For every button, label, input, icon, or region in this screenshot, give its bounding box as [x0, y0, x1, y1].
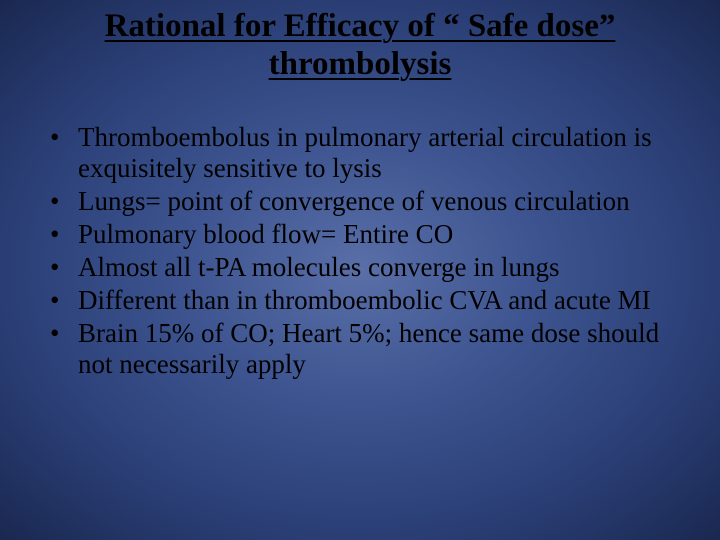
bullet-item: Almost all t-PA molecules converge in lu… — [50, 252, 680, 283]
bullet-list: Thromboembolus in pulmonary arterial cir… — [40, 122, 680, 380]
slide-title: Rational for Efficacy of “ Safe dose” th… — [40, 8, 680, 84]
bullet-item: Thromboembolus in pulmonary arterial cir… — [50, 122, 680, 184]
slide: Rational for Efficacy of “ Safe dose” th… — [0, 0, 720, 540]
bullet-item: Lungs= point of convergence of venous ci… — [50, 186, 680, 217]
bullet-item: Different than in thromboembolic CVA and… — [50, 285, 680, 316]
bullet-item: Pulmonary blood flow= Entire CO — [50, 219, 680, 250]
bullet-item: Brain 15% of CO; Heart 5%; hence same do… — [50, 318, 680, 380]
